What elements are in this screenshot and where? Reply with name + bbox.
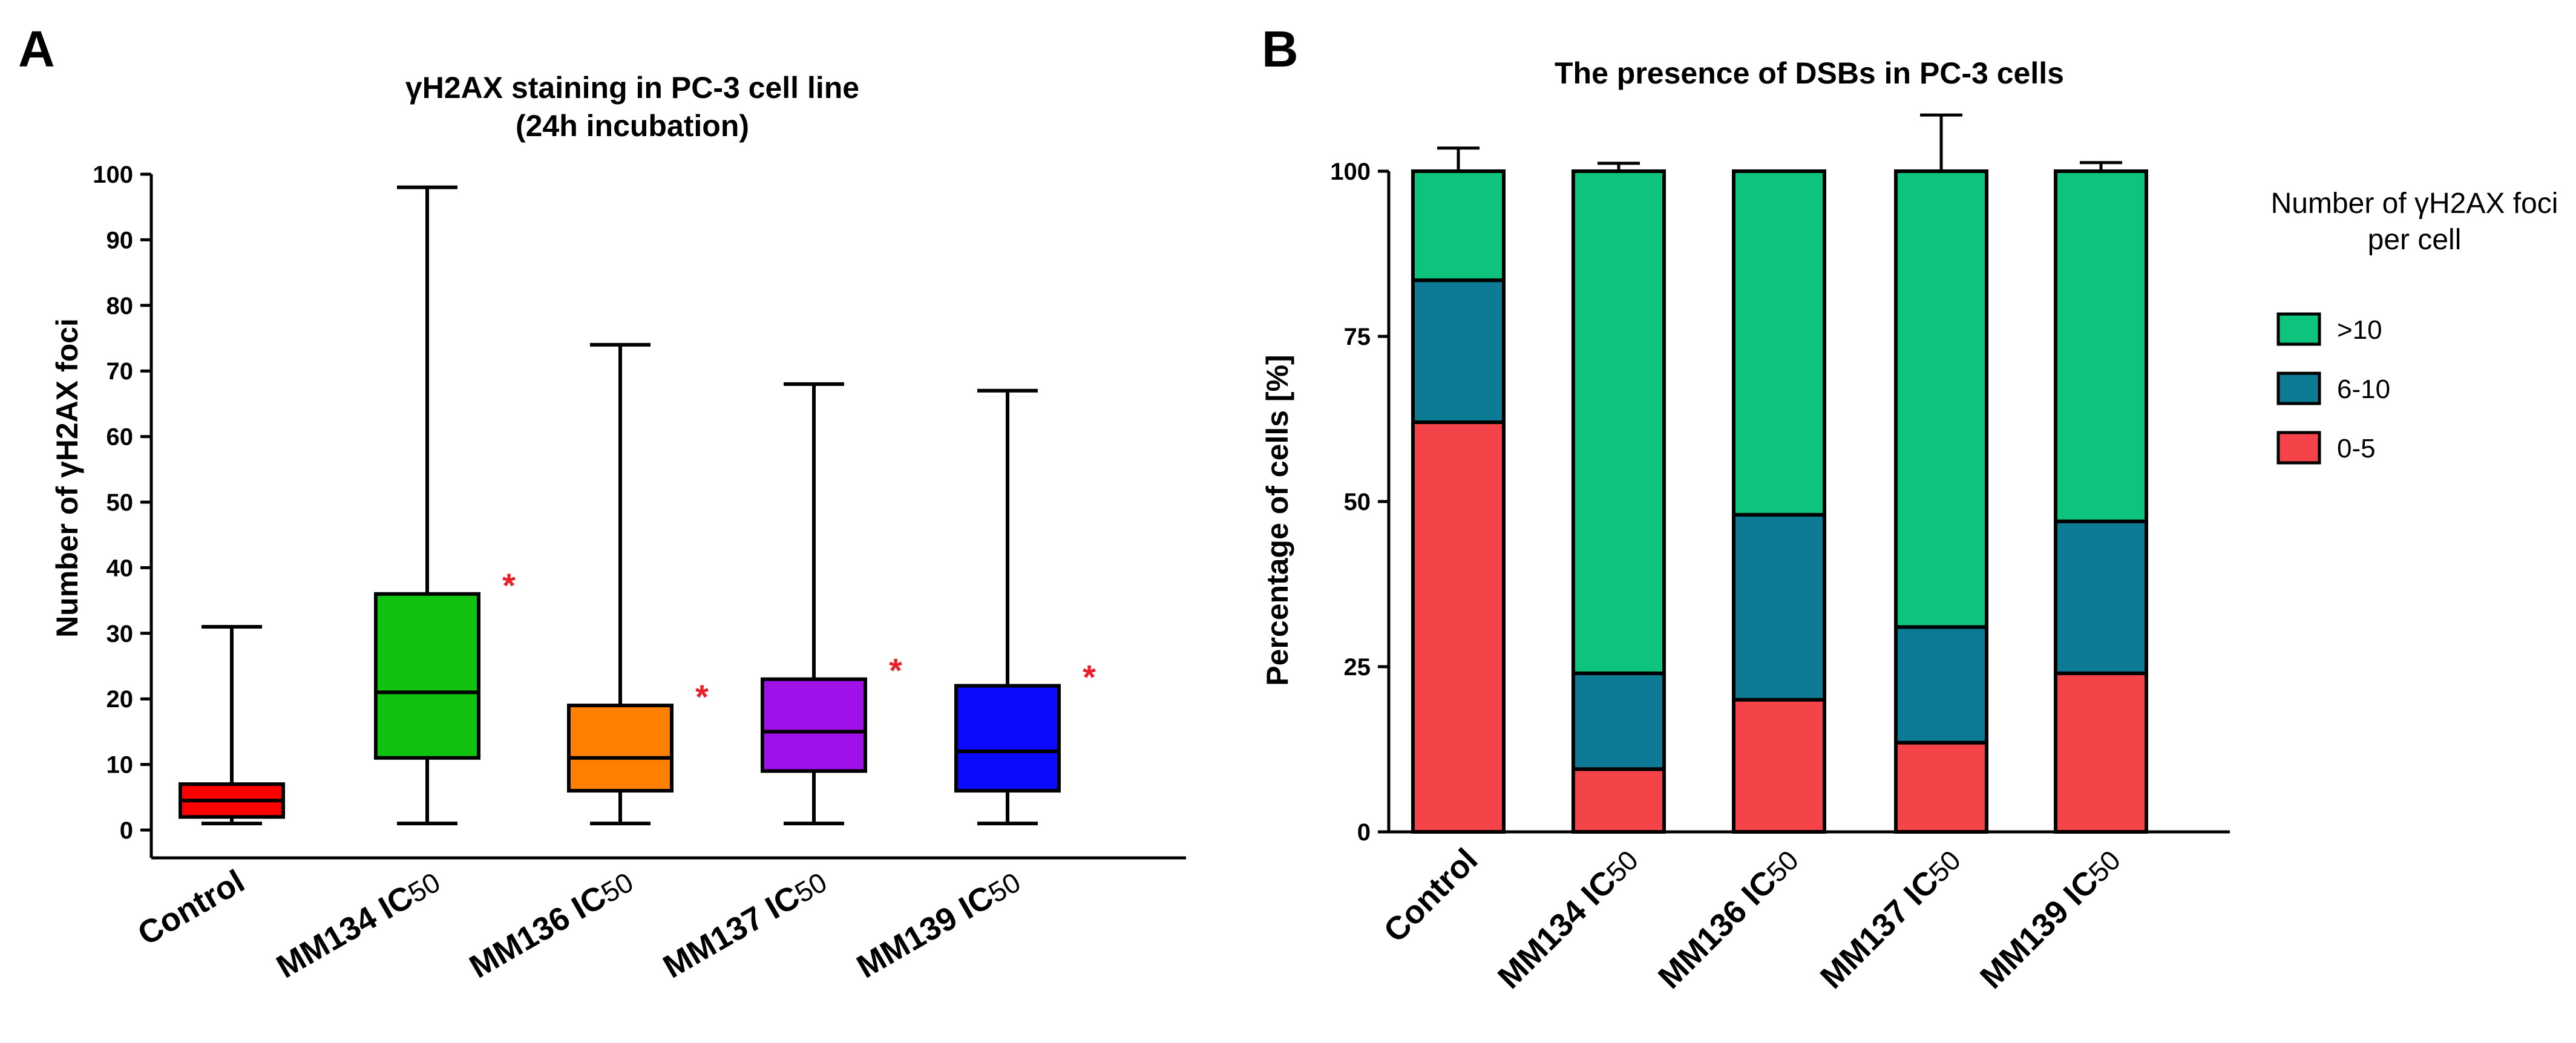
chart-b-y-tick-label: 75 (1344, 324, 1371, 350)
box-3: * (567, 342, 709, 826)
chart-a-axes: 0 10 20 30 40 50 60 70 80 90 100 (93, 162, 1186, 860)
chart-a-y-tick-label: 30 (107, 621, 134, 647)
chart-a-y-tick-label: 60 (107, 424, 134, 451)
significance-marker: * (1083, 658, 1096, 696)
box-iqr (567, 704, 673, 793)
chart-a-y-tick-label: 40 (107, 555, 134, 581)
bar-segment-2-cat-3 (1732, 512, 1826, 702)
chart-b-title: The presence of DSBs in PC-3 cells (1555, 56, 2064, 90)
chart-b-category-labels: Control MM134 IC50 MM136 IC50 MM137 IC50 MM1… (1377, 842, 2128, 996)
chart-a-y-tick-label: 100 (93, 162, 133, 188)
bar-segment-1-cat-1 (1411, 420, 1506, 834)
chart-b-y-tick-label: 100 (1330, 159, 1371, 185)
legend-title-line-1: Number of γH2AX foci (2271, 188, 2558, 220)
chart-b-y-tick-label: 0 (1357, 819, 1371, 846)
legend-item-2: 6-10 (2276, 371, 2390, 405)
legend-title-line-2: per cell (2368, 224, 2462, 256)
box-iqr (954, 684, 1061, 793)
bar-segment-3-cat-3 (1732, 169, 1826, 517)
box-4: * (761, 382, 902, 826)
panel-letter-b: B (1262, 21, 1299, 77)
bar-segment-1-cat-3 (1732, 698, 1826, 834)
chart-b-y-axis-label: Percentage of cells [%] (1260, 355, 1294, 685)
bar-segment-2-cat-1 (1411, 278, 1506, 424)
legend-swatch (2276, 431, 2321, 465)
box-iqr (761, 677, 867, 773)
chart-a-category-label-4: MM137 IC50 (657, 863, 833, 985)
bar-segment-3-cat-1 (1411, 169, 1506, 283)
significance-marker: * (695, 678, 709, 716)
chart-a-category-label-3: MM136 IC50 (464, 863, 639, 985)
bar-segment-3-cat-5 (2054, 169, 2148, 523)
chart-a-y-tick-label: 70 (107, 358, 134, 385)
significance-marker: * (889, 652, 902, 690)
chart-b-y-tick-label: 25 (1344, 654, 1371, 681)
chart-a-category-label-2: MM134 IC50 (270, 863, 446, 985)
box-1 (179, 624, 285, 826)
chart-a-category-label-1: Control (132, 863, 251, 952)
legend-label: >10 (2337, 315, 2382, 345)
chart-a-boxes: * * * * (179, 185, 1096, 826)
chart-b-legend: Number of γH2AX foci per cell >10 6-10 0-5 (2271, 188, 2558, 465)
legend-label: 0-5 (2337, 434, 2376, 463)
chart-b-category-label-4: MM137 IC50 (1814, 842, 1968, 996)
chart-a-y-tick-label: 10 (107, 752, 134, 779)
box-2: * (374, 185, 516, 826)
box-5: * (954, 388, 1096, 826)
legend-item-1: >10 (2276, 312, 2382, 346)
bar-segment-1-cat-2 (1571, 767, 1666, 834)
chart-b-category-label-1: Control (1377, 842, 1484, 949)
chart-b-y-tick-label: 50 (1344, 489, 1371, 515)
chart-a-y-tick-label: 90 (107, 227, 134, 253)
bar-segment-3-cat-2 (1571, 169, 1666, 675)
bar-segment-2-cat-2 (1571, 671, 1666, 771)
chart-a-title-line-2: (24h incubation) (516, 109, 749, 143)
legend-item-3: 0-5 (2276, 431, 2376, 465)
chart-a-y-axis-label: Number of γH2AX foci (50, 318, 84, 638)
bar-segment-1-cat-4 (1894, 741, 1988, 834)
chart-a-y-tick-label: 20 (107, 686, 134, 713)
panel-b: B The presence of DSBs in PC-3 cells Per… (1260, 21, 2558, 996)
bar-segment-3-cat-4 (1894, 169, 1988, 629)
chart-a-y-tick-label: 50 (107, 489, 134, 516)
chart-b-axes: 0 25 50 75 100 (1330, 159, 2230, 846)
legend-swatch (2276, 371, 2321, 405)
panel-letter-a: A (18, 21, 55, 77)
chart-a-title-line-1: γH2AX staining in PC-3 cell line (405, 71, 859, 105)
box-iqr (374, 592, 480, 760)
chart-a-category-labels: Control MM134 IC50 MM136 IC50 MM137 IC50 MM1… (132, 863, 1026, 985)
chart-b-category-label-5: MM139 IC50 (1973, 842, 2128, 996)
chart-b-bars (1411, 113, 2148, 834)
bar-segment-1-cat-5 (2054, 671, 2148, 834)
chart-b-category-label-3: MM136 IC50 (1651, 842, 1806, 996)
chart-b-category-label-2: MM134 IC50 (1491, 842, 1645, 996)
legend-items: >10 6-10 0-5 (2276, 312, 2390, 465)
legend-label: 6-10 (2337, 374, 2390, 404)
chart-a-y-tick-label: 0 (120, 817, 133, 844)
chart-a-y-tick-label: 80 (107, 293, 134, 319)
significance-marker: * (502, 566, 516, 604)
chart-a-category-label-5: MM139 IC50 (851, 863, 1026, 985)
bar-segment-2-cat-4 (1894, 625, 1988, 745)
panel-a: A γH2AX staining in PC-3 cell line (24h … (18, 21, 1186, 986)
bar-segment-2-cat-5 (2054, 519, 2148, 675)
legend-swatch (2276, 312, 2321, 346)
